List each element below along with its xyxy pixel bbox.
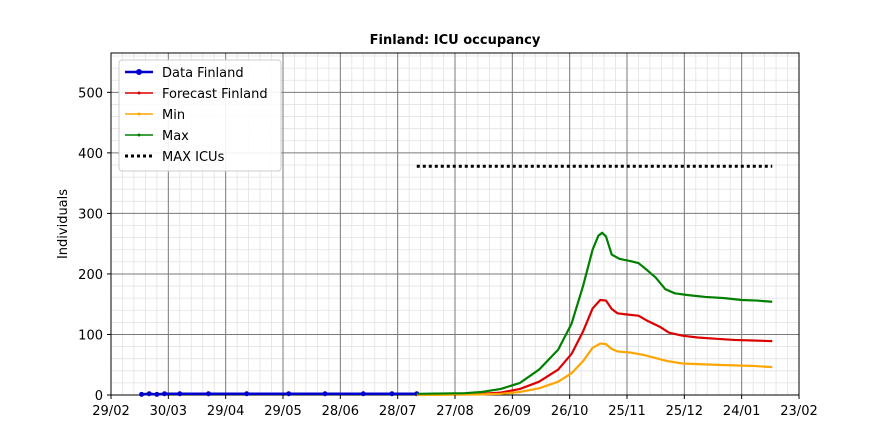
x-tick-label: 25/11 (608, 404, 645, 419)
x-tick-label: 29/02 (92, 404, 129, 419)
series-line-3 (416, 231, 773, 395)
series-point (162, 391, 168, 397)
series-point (177, 391, 183, 397)
series-point (389, 391, 395, 397)
legend-label: Min (162, 108, 185, 123)
x-tick-label: 28/07 (379, 404, 416, 419)
series-point (360, 391, 366, 397)
series-point (286, 391, 292, 397)
legend-label: Forecast Finland (162, 87, 268, 102)
x-tick-label: 25/12 (666, 404, 703, 419)
series-line-1 (416, 298, 773, 396)
x-axis-ticks: 29/02 30/03 29/04 29/05 28/06 28/07 27/08 26/09… (92, 395, 818, 419)
legend-marker (137, 91, 141, 95)
series-point (139, 391, 145, 397)
y-tick-label: 400 (78, 147, 103, 162)
y-tick-label: 200 (78, 268, 103, 283)
x-tick-label: 23/02 (780, 404, 817, 419)
x-tick-label: 29/05 (264, 404, 301, 419)
y-axis-title: Individuals (56, 189, 71, 259)
x-tick-label: 28/06 (322, 404, 359, 419)
legend-marker (137, 112, 141, 116)
legend-marker (136, 69, 142, 75)
y-tick-label: 100 (78, 328, 103, 343)
series-line-2 (416, 342, 773, 397)
series-point (244, 391, 250, 397)
y-tick-label: 500 (78, 86, 103, 101)
y-tick-label: 300 (78, 207, 103, 222)
x-tick-label: 24/01 (723, 404, 760, 419)
y-axis-ticks: 0 100 200 300 400 500 (78, 86, 111, 404)
legend-label: Data Finland (162, 66, 244, 81)
y-tick-label: 0 (95, 389, 103, 404)
x-tick-label: 27/08 (436, 404, 473, 419)
series-point (205, 391, 211, 397)
legend-marker (137, 133, 141, 137)
legend-label: MAX ICUs (162, 150, 225, 165)
x-tick-label: 26/09 (494, 404, 531, 419)
x-tick-label: 29/04 (207, 404, 244, 419)
legend: Data Finland Forecast Finland Min Max MAX IC… (118, 59, 282, 172)
series-point (146, 391, 152, 397)
chart-title: Finland: ICU occupancy (370, 33, 541, 48)
x-tick-label: 26/10 (551, 404, 588, 419)
x-tick-label: 30/03 (150, 404, 187, 419)
series-point (154, 391, 160, 397)
series-layer (139, 164, 773, 397)
legend-box (118, 59, 282, 172)
legend-label: Max (162, 129, 189, 144)
series-line-0 (141, 392, 417, 396)
series-point (322, 391, 328, 397)
